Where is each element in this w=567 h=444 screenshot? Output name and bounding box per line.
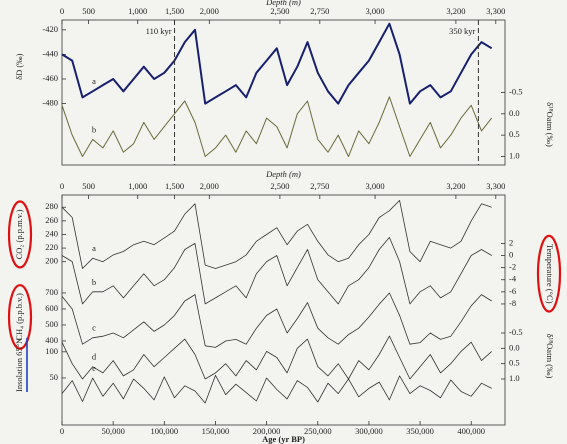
y-tick-label: -440	[42, 48, 58, 58]
series-label: b	[92, 124, 96, 134]
highlight-ellipse	[7, 200, 33, 269]
y-tick-label: -6	[509, 286, 516, 296]
depth-tick-label: 500	[82, 181, 95, 191]
y-axis-title: CO₂ (p.p.m.v.)	[14, 209, 24, 259]
data-line	[61, 335, 492, 380]
data-line	[61, 200, 492, 269]
depth-tick-label: 3,000	[366, 181, 385, 191]
x-tick-label: 300,000	[355, 426, 383, 436]
depth-tick-label: 3,200	[446, 6, 465, 16]
data-line	[61, 237, 492, 305]
y-tick-label: 2	[509, 237, 513, 247]
y-tick-label: 0.0	[509, 108, 520, 118]
x-tick-label: 350,000	[406, 426, 434, 436]
y-tick-label: 0.0	[509, 342, 520, 352]
y-tick-label: 400	[45, 335, 58, 345]
y-tick-label: 240	[45, 228, 58, 238]
y-tick-label: 500	[45, 319, 58, 329]
depth-tick-label: 3,300	[486, 181, 505, 191]
annotation-label: 110 kyr	[146, 26, 172, 36]
y-tick-label: 280	[45, 201, 58, 211]
depth-tick-label: 3,300	[486, 6, 505, 16]
series-label: e	[92, 363, 96, 373]
x-tick-label: 200,000	[253, 426, 281, 436]
series-label: b	[92, 277, 96, 287]
x-axis-title: Age (yr BP)	[262, 434, 305, 444]
y-tick-label: -460	[42, 73, 58, 83]
plot-frame	[61, 194, 506, 426]
depth-tick-label: 0	[60, 6, 64, 16]
y-tick-label: -0.5	[509, 86, 522, 96]
data-line	[61, 96, 493, 157]
y-tick-label: 220	[45, 242, 58, 252]
y-tick-label: -0.5	[509, 327, 522, 337]
x-tick-label: 150,000	[202, 426, 230, 436]
y-tick-label: 1.0	[509, 150, 520, 160]
y-tick-label: 50	[50, 372, 59, 382]
y-axis-title: Insolation 65°N	[14, 338, 24, 392]
depth-tick-label: 2,750	[310, 6, 329, 16]
x-tick-label: 100,000	[150, 426, 178, 436]
depth-tick-label: 2,000	[200, 6, 219, 16]
depth-tick-label: 3,000	[366, 6, 385, 16]
y-tick-label: -8	[509, 298, 516, 308]
depth-tick-label: 1,000	[128, 6, 147, 16]
x-tick-label: 50,000	[101, 426, 124, 436]
x-tick-label: 400,000	[457, 426, 485, 436]
y-tick-label: -420	[42, 24, 58, 34]
depth-tick-label: 1,500	[165, 6, 184, 16]
x-tick-label: 250,000	[304, 426, 332, 436]
y-axis-title: δ¹⁸Oatm (‰)	[545, 102, 555, 147]
y-tick-label: -4	[509, 274, 517, 284]
y-tick-label: 200	[45, 256, 58, 266]
y-tick-label: 600	[45, 303, 58, 313]
depth-tick-label: 3,200	[446, 181, 465, 191]
depth-axis-title: Depth (m)	[265, 0, 301, 7]
y-tick-label: -480	[42, 98, 58, 108]
y-tick-label: 0.5	[509, 129, 520, 139]
y-tick-label: 700	[45, 287, 58, 297]
depth-tick-label: 2,750	[310, 181, 329, 191]
depth-tick-label: 1,500	[165, 181, 184, 191]
data-line	[61, 374, 492, 404]
series-label: c	[92, 323, 96, 333]
y-tick-label: 0	[509, 249, 513, 259]
depth-tick-label: 1,000	[128, 181, 147, 191]
y-axis-title: δD (‰)	[14, 53, 24, 80]
highlight-ellipse	[536, 234, 562, 313]
y-axis-title: Temperature (°C)	[545, 244, 555, 304]
highlight-ellipse	[7, 284, 33, 350]
depth-tick-label: 0	[60, 181, 64, 191]
y-axis-title: CH₄ (p.p.b.v.)	[14, 293, 24, 341]
series-label: d	[92, 352, 97, 362]
y-tick-label: 0.5	[509, 358, 520, 368]
y-tick-label: 1.0	[509, 373, 520, 383]
y-tick-label: 100	[45, 346, 58, 356]
y-tick-label: -2	[509, 262, 516, 272]
depth-tick-label: 500	[82, 6, 95, 16]
data-line	[61, 22, 493, 105]
data-line	[61, 292, 492, 348]
y-axis-title: δ¹⁸Oatm (‰)	[545, 334, 555, 379]
series-label: a	[92, 76, 96, 86]
depth-axis-title: Depth (m)	[265, 169, 301, 179]
annotation-label: 350 kyr	[449, 26, 475, 36]
depth-tick-label: 2,000	[200, 181, 219, 191]
depth-tick-label: 2,500	[270, 181, 289, 191]
series-label: a	[92, 243, 96, 253]
x-tick-label: 0	[60, 426, 64, 436]
depth-tick-label: 2,500	[270, 6, 289, 16]
y-tick-label: 260	[45, 215, 58, 225]
